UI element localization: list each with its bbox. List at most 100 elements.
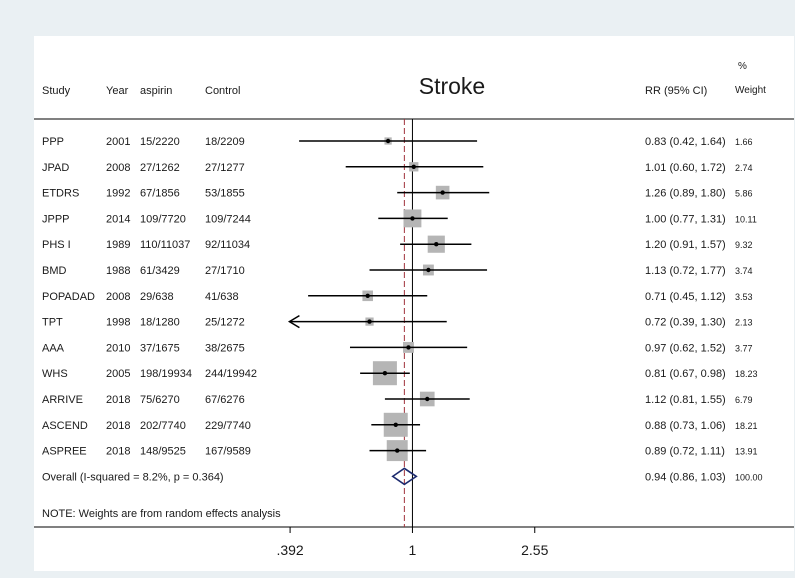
study-name: ASPREE <box>42 446 87 458</box>
study-row: PPP 2001 15/2220 18/2209 0.83 (0.42, 1.64) 1.… <box>42 136 753 148</box>
treatment-events: 75/6270 <box>140 394 180 406</box>
control-events: 53/1855 <box>205 188 245 200</box>
overall-ci-text: 0.94 (0.86, 1.03) <box>645 471 726 483</box>
weight-text: 6.79 <box>735 395 753 405</box>
study-year: 2008 <box>106 162 130 174</box>
study-row: JPAD 2008 27/1262 27/1277 1.01 (0.60, 1.72) 2… <box>42 162 753 174</box>
weight-text: 10.11 <box>735 214 757 224</box>
study-name: TPT <box>42 317 63 329</box>
rr-ci-text: 0.71 (0.45, 1.12) <box>645 291 726 303</box>
rr-ci-text: 0.97 (0.62, 1.52) <box>645 342 726 354</box>
study-year: 2018 <box>106 446 130 458</box>
rr-ci-text: 0.83 (0.42, 1.64) <box>645 136 726 148</box>
rr-ci-text: 1.26 (0.89, 1.80) <box>645 188 726 200</box>
study-row: JPPP 2014 109/7720 109/7244 1.00 (0.77, 1.31… <box>42 209 757 228</box>
control-events: 109/7244 <box>205 213 251 225</box>
study-year: 2008 <box>106 291 130 303</box>
control-events: 92/11034 <box>205 239 250 251</box>
rr-ci-text: 0.89 (0.72, 1.11) <box>645 446 725 458</box>
x-axis: .392 1 2.55 <box>276 527 549 558</box>
study-row: TPT 1998 18/1280 25/1272 0.72 (0.39, 1.30) 2.… <box>42 314 753 329</box>
study-name: WHS <box>42 368 68 380</box>
overall-weight-text: 100.00 <box>735 472 763 482</box>
study-year: 2001 <box>106 136 130 148</box>
overall-diamond <box>391 467 418 486</box>
overall-row: Overall (I-squared = 8.2%, p = 0.364) 0.9… <box>42 467 763 486</box>
ci-arrow-left <box>287 314 300 329</box>
control-events: 167/9589 <box>205 446 251 458</box>
weight-text: 3.53 <box>735 292 753 302</box>
treatment-events: 67/1856 <box>140 188 180 200</box>
rr-ci-text: 1.20 (0.91, 1.57) <box>645 239 726 251</box>
control-events: 244/19942 <box>205 368 257 380</box>
point-estimate <box>367 319 372 324</box>
point-estimate <box>395 448 400 453</box>
treatment-events: 110/11037 <box>140 239 190 251</box>
study-year: 1989 <box>106 239 130 251</box>
point-estimate <box>365 293 370 298</box>
treatment-events: 109/7720 <box>140 213 186 225</box>
plot-panel: Study Year aspirin Control Stroke RR (95… <box>34 36 794 571</box>
study-year: 2014 <box>106 213 130 225</box>
control-events: 27/1710 <box>205 265 245 277</box>
x-tick-label: 1 <box>409 542 417 558</box>
note-text: NOTE: Weights are from random effects an… <box>42 508 281 520</box>
point-estimate <box>382 371 388 376</box>
control-events: 229/7740 <box>205 420 251 432</box>
study-name: AAA <box>42 342 65 354</box>
treatment-events: 29/638 <box>140 291 174 303</box>
study-name: ETDRS <box>42 188 79 200</box>
header-weight: Weight <box>735 85 766 96</box>
rr-ci-text: 1.12 (0.81, 1.55) <box>645 394 726 406</box>
point-estimate <box>440 190 445 195</box>
treatment-events: 148/9525 <box>140 446 186 458</box>
weight-text: 2.13 <box>735 318 753 328</box>
study-name: PHS I <box>42 239 71 251</box>
treatment-events: 18/1280 <box>140 317 180 329</box>
x-tick-label: .392 <box>276 542 303 558</box>
study-row: ASPREE 2018 148/9525 167/9589 0.89 (0.72, 1.… <box>42 440 758 462</box>
weight-text: 18.21 <box>735 421 758 431</box>
study-year: 1992 <box>106 188 130 200</box>
point-estimate <box>406 345 411 350</box>
point-estimate <box>434 242 439 247</box>
point-estimate <box>385 138 391 144</box>
treatment-events: 198/19934 <box>140 368 192 380</box>
study-row: WHS 2005 198/19934 244/19942 0.81 (0.67, 0.9… <box>42 361 758 386</box>
study-row: ARRIVE 2018 75/6270 67/6276 1.12 (0.81, 1.55… <box>42 391 753 407</box>
weight-text: 1.66 <box>735 137 753 147</box>
control-events: 38/2675 <box>205 342 245 354</box>
control-events: 41/638 <box>205 291 239 303</box>
header-rr: RR (95% CI) <box>645 85 707 97</box>
header-year: Year <box>106 85 129 97</box>
study-row: AAA 2010 37/1675 38/2675 0.97 (0.62, 1.52) 3.… <box>42 341 753 354</box>
treatment-events: 37/1675 <box>140 342 180 354</box>
rr-ci-text: 0.81 (0.67, 0.98) <box>645 368 726 380</box>
study-year: 1988 <box>106 265 130 277</box>
weight-text: 2.74 <box>735 163 753 173</box>
control-events: 25/1272 <box>205 317 245 329</box>
study-name: ARRIVE <box>42 394 83 406</box>
study-year: 2018 <box>106 420 130 432</box>
point-estimate <box>410 216 415 221</box>
study-name: JPPP <box>42 213 70 225</box>
study-name: JPAD <box>42 162 69 174</box>
study-name: PPP <box>42 136 64 148</box>
header-treatment: aspirin <box>140 85 172 97</box>
weight-text: 9.32 <box>735 240 753 250</box>
header-control: Control <box>205 85 240 97</box>
chart-title: Stroke <box>419 73 485 99</box>
weight-text: 5.86 <box>735 189 753 199</box>
study-year: 2018 <box>106 394 130 406</box>
forest-plot: Study Year aspirin Control Stroke RR (95… <box>34 61 794 558</box>
point-estimate <box>425 396 430 402</box>
weight-text: 3.77 <box>735 343 753 353</box>
treatment-events: 27/1262 <box>140 162 180 174</box>
study-row: BMD 1988 61/3429 27/1710 1.13 (0.72, 1.77) 3.… <box>42 264 753 277</box>
rr-ci-text: 1.00 (0.77, 1.31) <box>645 213 726 225</box>
rr-ci-text: 1.01 (0.60, 1.72) <box>645 162 726 174</box>
study-year: 2010 <box>106 342 130 354</box>
point-estimate <box>426 267 431 273</box>
study-row: ETDRS 1992 67/1856 53/1855 1.26 (0.89, 1.80)… <box>42 185 753 200</box>
rr-ci-text: 0.88 (0.73, 1.06) <box>645 420 726 432</box>
